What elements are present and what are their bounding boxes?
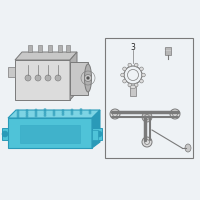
- Circle shape: [55, 75, 61, 81]
- Polygon shape: [92, 110, 100, 148]
- Circle shape: [35, 75, 41, 81]
- Circle shape: [44, 111, 46, 112]
- Circle shape: [53, 112, 55, 114]
- Circle shape: [62, 110, 64, 111]
- Circle shape: [128, 63, 132, 67]
- Circle shape: [44, 113, 46, 114]
- Circle shape: [53, 114, 55, 116]
- Circle shape: [35, 109, 37, 111]
- Circle shape: [44, 109, 46, 110]
- Circle shape: [142, 112, 152, 122]
- Polygon shape: [70, 52, 77, 100]
- Circle shape: [96, 131, 102, 137]
- Circle shape: [80, 111, 82, 112]
- Circle shape: [123, 67, 126, 71]
- Circle shape: [35, 111, 37, 113]
- Circle shape: [142, 137, 152, 147]
- Circle shape: [71, 113, 73, 115]
- Ellipse shape: [130, 86, 136, 88]
- Circle shape: [140, 67, 143, 71]
- Text: 3: 3: [131, 43, 135, 51]
- Polygon shape: [165, 47, 171, 55]
- Polygon shape: [8, 118, 92, 148]
- Circle shape: [17, 110, 19, 112]
- Circle shape: [89, 110, 91, 112]
- Circle shape: [121, 73, 124, 77]
- Circle shape: [123, 79, 126, 83]
- Circle shape: [84, 74, 92, 82]
- Circle shape: [134, 63, 138, 67]
- Circle shape: [45, 75, 51, 81]
- Circle shape: [35, 113, 37, 115]
- Polygon shape: [15, 52, 77, 60]
- Circle shape: [142, 73, 145, 77]
- Polygon shape: [58, 45, 62, 52]
- Circle shape: [140, 79, 143, 83]
- Circle shape: [110, 109, 120, 119]
- Circle shape: [62, 114, 64, 115]
- Circle shape: [35, 115, 37, 117]
- Circle shape: [62, 112, 64, 113]
- Circle shape: [2, 131, 8, 137]
- Polygon shape: [8, 110, 100, 118]
- Circle shape: [53, 110, 55, 112]
- Polygon shape: [130, 87, 136, 96]
- Polygon shape: [66, 45, 70, 52]
- Circle shape: [170, 109, 180, 119]
- Ellipse shape: [84, 64, 92, 92]
- Circle shape: [25, 75, 31, 81]
- Circle shape: [80, 113, 82, 114]
- Circle shape: [86, 76, 90, 79]
- Circle shape: [89, 112, 91, 114]
- Circle shape: [134, 83, 138, 87]
- Polygon shape: [2, 128, 8, 140]
- Circle shape: [26, 110, 28, 111]
- Circle shape: [128, 83, 132, 87]
- Circle shape: [26, 116, 28, 117]
- Circle shape: [71, 109, 73, 111]
- Polygon shape: [92, 128, 102, 140]
- Circle shape: [17, 112, 19, 114]
- Circle shape: [44, 115, 46, 116]
- Bar: [105, 38, 193, 158]
- Circle shape: [80, 109, 82, 110]
- Polygon shape: [15, 60, 70, 100]
- Polygon shape: [28, 45, 32, 52]
- Polygon shape: [92, 130, 98, 140]
- Polygon shape: [38, 45, 42, 52]
- Circle shape: [71, 111, 73, 113]
- Circle shape: [17, 116, 19, 118]
- Circle shape: [17, 114, 19, 116]
- Polygon shape: [20, 125, 80, 143]
- Polygon shape: [48, 45, 52, 52]
- Polygon shape: [8, 67, 15, 77]
- Circle shape: [26, 114, 28, 115]
- Polygon shape: [70, 62, 88, 95]
- Ellipse shape: [185, 144, 191, 152]
- Circle shape: [26, 112, 28, 113]
